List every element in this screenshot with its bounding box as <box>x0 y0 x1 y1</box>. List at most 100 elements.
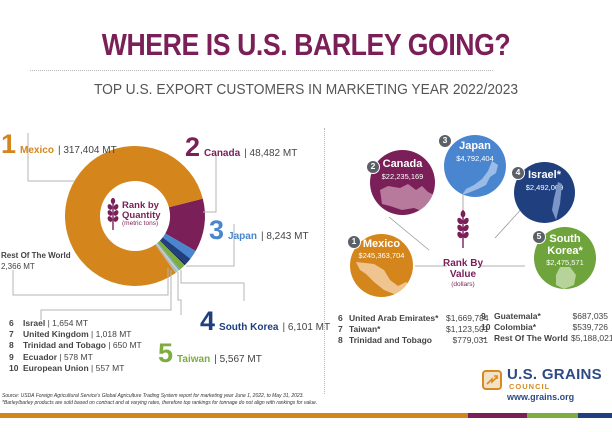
value-circle-canada: Canada $22,235,169 <box>370 150 435 215</box>
donut-slice-taiwan <box>157 240 185 270</box>
list-item: 7 United Kingdom | 1,018 MT <box>9 329 132 340</box>
donut-slice-trinidad-and-tobago <box>156 243 180 271</box>
center-title-line2: Value <box>449 268 477 280</box>
country-name: Mexico <box>362 238 401 250</box>
logo-title: U.S. GRAINS <box>507 366 602 383</box>
color-bar-purple <box>468 413 527 418</box>
page-title: WHERE IS U.S. BARLEY GOING? <box>101 27 511 62</box>
value-center-label: Rank By Value (dollars) <box>440 258 486 289</box>
israel-map-icon <box>552 182 562 220</box>
country-value: $4,792,404 <box>456 154 494 163</box>
table-row: 9 Guatemala* $687,035 <box>481 311 608 321</box>
donut-slice-rest-of-the-world <box>155 243 178 274</box>
table-row: 10 Colombia* $539,726 <box>481 322 608 332</box>
donut-slice-european-union <box>156 243 179 272</box>
value-circle-japan: Japan $4,792,404 <box>444 135 506 197</box>
list-item: 10 European Union | 557 MT <box>9 362 125 373</box>
rank-number: 3 <box>209 215 225 245</box>
website-link[interactable]: www.grains.org <box>507 392 575 402</box>
country-value: | 5,567 MT <box>214 354 262 365</box>
country-value: $22,235,169 <box>381 172 424 181</box>
rest-of-world-value: 2,366 MT <box>1 262 35 271</box>
page-subtitle: TOP U.S. EXPORT CUSTOMERS IN MARKETING Y… <box>93 81 519 98</box>
list-item: 9 Ecuador | 578 MT <box>9 351 93 362</box>
donut-slice-south-korea <box>160 237 191 264</box>
leader-south-korea <box>180 270 245 301</box>
donut-slice-japan <box>162 233 196 259</box>
donut-slice-united-kingdom <box>157 242 181 271</box>
country-value: $2,475,571 <box>546 258 584 267</box>
mexico-map-icon <box>356 262 412 294</box>
quantity-others-list: 6 Israel | 1,654 MT 7 United Kingdom | 1,0… <box>9 318 142 374</box>
country-name: Japan <box>459 140 491 152</box>
south-korea-map-icon <box>556 267 576 289</box>
quantity-donut-chart <box>12 133 245 320</box>
leader-canada <box>203 153 217 213</box>
value-others-left: 6 United Arab Emirates* $1,669,784 7 Taiwan… <box>338 313 489 346</box>
color-bar-green <box>527 413 578 418</box>
leader-taiwan <box>177 272 182 315</box>
country-value: | 6,101 MT <box>282 322 331 333</box>
logo-mark-icon <box>482 370 502 390</box>
center-subtitle: (dollars) <box>451 281 475 288</box>
source-footnote: Source: USDA Foreign Agricultural Servic… <box>2 393 317 406</box>
center-title-line1: Rank by <box>122 200 159 211</box>
quantity-center-label: Rank by Quantity (metric tons) <box>122 201 161 228</box>
center-title-line2: Quantity <box>122 209 161 221</box>
japan-map-icon <box>462 161 498 195</box>
leader-mexico <box>27 133 75 182</box>
list-item: 6 Israel | 1,654 MT <box>9 318 89 328</box>
rank-badge-south-korea: 5 <box>532 230 546 244</box>
country-name: Canada <box>204 148 241 159</box>
quantity-label-canada: 2 Canada | 48,482 MT <box>185 134 297 161</box>
rank-number: 2 <box>185 132 201 162</box>
value-others-right: 9 Guatemala* $687,035 10 Colombia* $539,726 … <box>481 311 612 344</box>
donut-slice-israel <box>159 239 187 266</box>
country-value: $245,363,704 <box>358 251 405 260</box>
leader-japan <box>186 224 235 267</box>
list-item: 8 Trinidad and Tobago | 650 MT <box>9 340 142 351</box>
donut-slice-mexico <box>64 146 203 287</box>
country-value: | 8,243 MT <box>260 231 309 242</box>
footnote-source: Source: USDA Foreign Agricultural Servic… <box>2 393 304 399</box>
rank-number: 5 <box>158 338 174 368</box>
canada-map-icon <box>380 184 435 212</box>
country-value: | 48,482 MT <box>244 148 298 159</box>
table-row: 7 Taiwan* $1,123,501 <box>338 324 489 334</box>
country-name: Japan <box>228 231 257 242</box>
country-value: $2,492,069 <box>525 183 564 192</box>
wheat-icon <box>107 198 119 230</box>
name-line1: South <box>549 233 581 245</box>
rank-number: 4 <box>200 306 216 336</box>
color-bar-navy <box>578 413 612 418</box>
title-divider <box>30 70 493 71</box>
country-name: Taiwan <box>177 354 211 365</box>
name-line2: Korea* <box>547 245 583 257</box>
footnote-disclaimer: *Barley/barley products are sold based o… <box>2 399 318 406</box>
donut-slice-canada <box>165 198 205 252</box>
logo-subtitle: COUNCIL <box>509 382 551 391</box>
donut-slice-ecuador <box>156 243 179 272</box>
country-name: South Korea* <box>534 233 596 257</box>
rest-of-world-label: Rest Of The World <box>1 251 71 260</box>
wheat-icon <box>457 210 469 248</box>
rank-badge-israel: 4 <box>511 166 525 180</box>
quantity-label-taiwan: 5 Taiwan | 5,567 MT <box>158 340 262 367</box>
country-name: Canada <box>382 158 423 170</box>
country-value: | 317,404 MT <box>57 145 117 156</box>
rank-badge-canada: 2 <box>366 160 380 174</box>
rank-number: 1 <box>1 129 17 159</box>
quantity-rest-of-world: Rest Of The World 2,366 MT <box>1 250 71 272</box>
rank-badge-mexico: 1 <box>347 235 361 249</box>
center-subtitle: (metric tons) <box>122 219 159 227</box>
table-row: 8 Trinidad and Tobago $779,031 <box>338 335 488 345</box>
quantity-label-japan: 3 Japan | 8,243 MT <box>209 217 309 244</box>
table-row: 6 United Arab Emirates* $1,669,784 <box>338 313 489 323</box>
leader-others <box>40 270 172 320</box>
quantity-label-mexico: 1 Mexico | 317,404 MT <box>1 131 117 158</box>
leader-rest-of-world <box>12 268 169 296</box>
brand-color-bar <box>0 413 612 418</box>
quantity-label-south-korea: 4 South Korea | 6,101 MT <box>200 308 330 335</box>
table-row: – Rest Of The World $5,188,021 <box>481 333 612 343</box>
center-title-line1: Rank By <box>442 258 483 269</box>
